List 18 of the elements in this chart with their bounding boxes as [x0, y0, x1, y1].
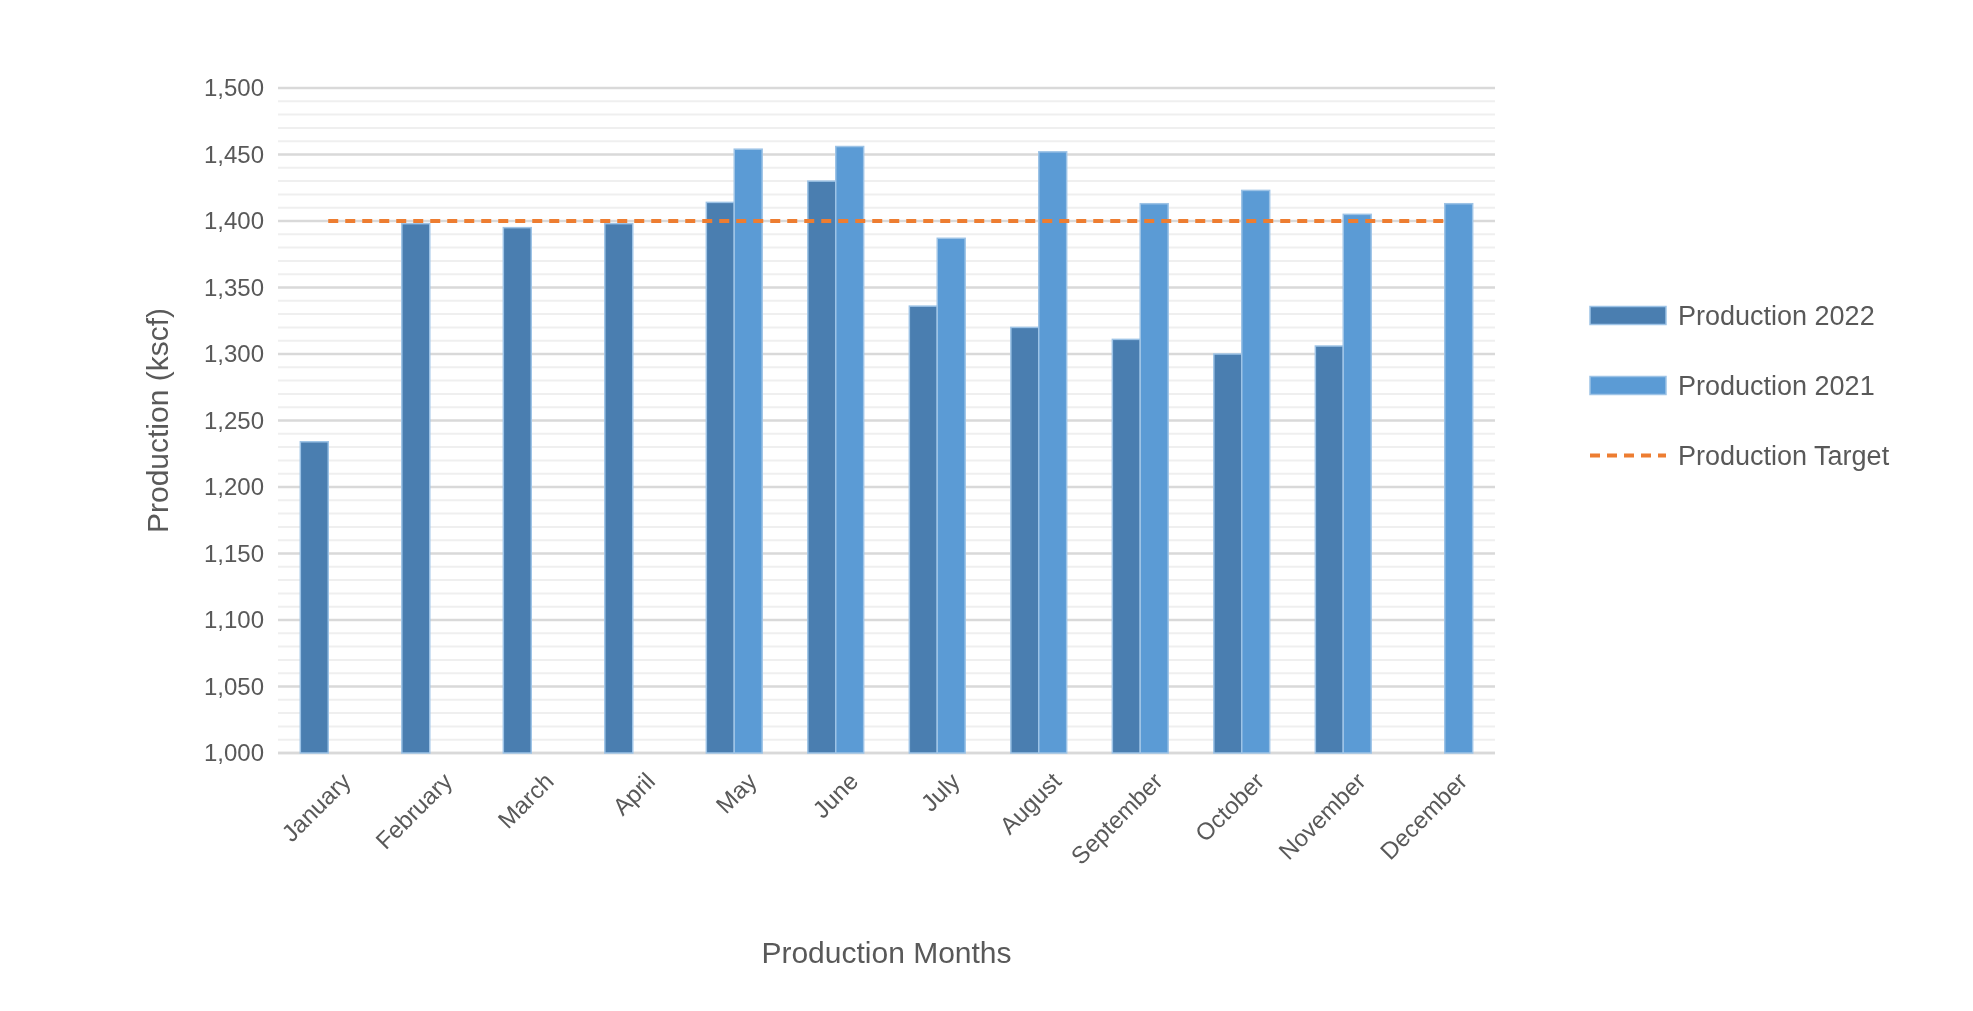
- legend-label: Production 2021: [1678, 370, 1875, 401]
- y-tick-label: 1,200: [203, 473, 264, 501]
- legend-label: Production Target: [1678, 440, 1890, 471]
- y-tick-label: 1,400: [203, 207, 264, 235]
- y-tick-label: 1,450: [203, 140, 264, 168]
- legend-label: Production 2022: [1678, 300, 1875, 331]
- x-tick-label: May: [710, 767, 762, 819]
- y-tick-label: 1,000: [203, 739, 264, 767]
- x-axis-title: Production Months: [761, 936, 1012, 969]
- x-tick-label: July: [915, 767, 965, 817]
- y-tick-label: 1,350: [203, 273, 264, 301]
- y-tick-label: 1,150: [203, 539, 264, 567]
- y-axis-title: Production (kscf): [141, 307, 174, 534]
- y-tick-label: 1,100: [203, 606, 264, 634]
- y-tick-label: 1,250: [203, 406, 264, 434]
- y-tick-label: 1,050: [203, 672, 264, 700]
- y-tick-label: 1,300: [203, 340, 264, 368]
- y-tick-label: 1,500: [203, 74, 264, 102]
